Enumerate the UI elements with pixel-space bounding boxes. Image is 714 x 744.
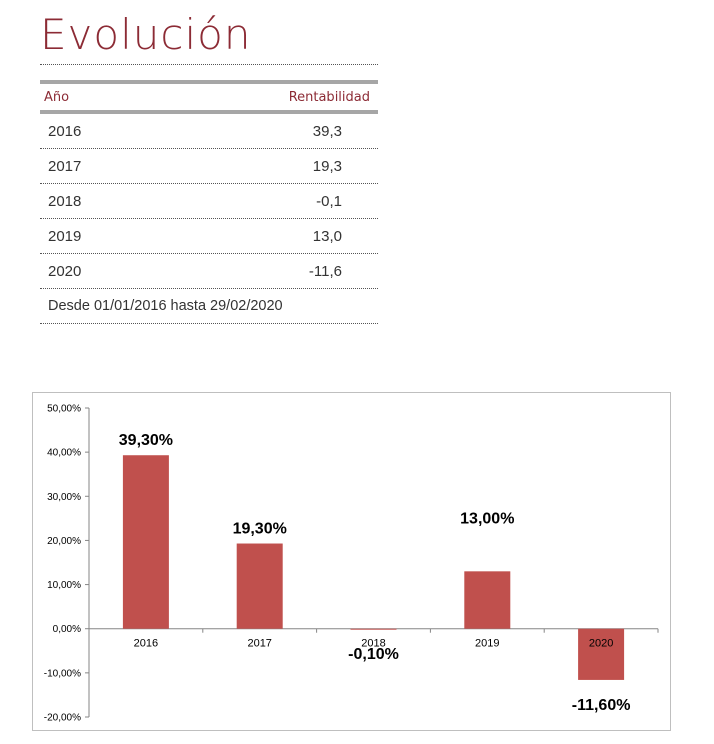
x-tick-label: 2018 <box>361 638 385 650</box>
table-footnote: Desde 01/01/2016 hasta 29/02/2020 <box>40 289 378 324</box>
y-tick-label: 30,00% <box>47 492 81 503</box>
row-value: -11,6 <box>308 262 342 280</box>
bar <box>350 628 397 630</box>
x-tick-label: 2020 <box>589 638 613 650</box>
bar <box>578 628 625 680</box>
y-tick-label: 0,00% <box>53 624 81 635</box>
x-tick-label: 2016 <box>134 638 158 650</box>
table-row: 2019 13,0 <box>40 219 378 254</box>
data-label: 19,30% <box>233 521 287 538</box>
y-tick-label: 20,00% <box>47 536 81 547</box>
header-return: Rentabilidad <box>288 89 370 105</box>
bar <box>464 571 511 629</box>
y-tick-label: -10,00% <box>44 668 81 679</box>
x-tick-label: 2019 <box>475 638 499 650</box>
data-label: -11,60% <box>572 697 631 714</box>
bar <box>122 455 169 629</box>
row-year: 2019 <box>48 227 82 245</box>
table-row: 2017 19,3 <box>40 149 378 184</box>
y-tick-label: 50,00% <box>47 404 81 415</box>
row-value: 13,0 <box>312 227 342 245</box>
title-divider <box>40 64 378 65</box>
table-row: 2020 -11,6 <box>40 254 378 289</box>
header-year: Año <box>44 89 70 105</box>
data-label: 13,00% <box>460 510 514 527</box>
bar-chart: 50,00% 40,00% 30,00% 20,00% 10,00% 0,00% -10,0… <box>44 404 659 724</box>
table-header: Año Rentabilidad <box>40 80 378 114</box>
data-label: 39,30% <box>119 432 173 449</box>
chart-frame: 50,00% 40,00% 30,00% 20,00% 10,00% 0,00% -10,0… <box>32 392 671 731</box>
y-tick-label: 10,00% <box>47 580 81 591</box>
row-year: 2016 <box>48 122 82 140</box>
row-value: 39,3 <box>312 122 342 140</box>
y-tick-label: -20,00% <box>44 713 81 724</box>
row-value: 19,3 <box>312 157 342 175</box>
table-row: 2016 39,3 <box>40 114 378 149</box>
page-title: Evolución <box>40 10 252 59</box>
bar <box>236 543 283 629</box>
row-value: -0,1 <box>316 192 342 210</box>
row-year: 2020 <box>48 262 82 280</box>
y-tick-label: 40,00% <box>47 448 81 459</box>
row-year: 2017 <box>48 157 82 175</box>
row-year: 2018 <box>48 192 82 210</box>
x-tick-label: 2017 <box>247 638 271 650</box>
data-label: -0,10% <box>348 646 399 663</box>
table-row: 2018 -0,1 <box>40 184 378 219</box>
returns-table: Año Rentabilidad 2016 39,3 2017 19,3 201… <box>40 80 378 324</box>
